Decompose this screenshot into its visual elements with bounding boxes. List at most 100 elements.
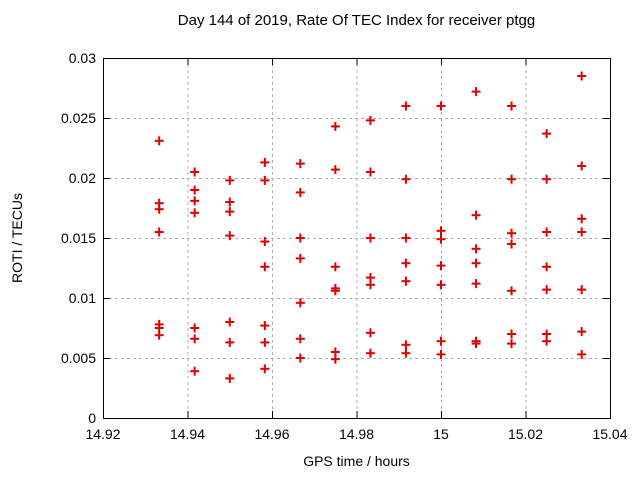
data-point-marker <box>471 258 481 268</box>
data-point-marker <box>471 244 481 254</box>
data-point-marker <box>436 280 446 290</box>
data-point-marker <box>295 233 305 243</box>
data-point-marker <box>577 227 587 237</box>
data-point-marker <box>436 336 446 346</box>
data-point-marker <box>295 159 305 169</box>
data-point-marker <box>507 228 517 238</box>
data-point-marker <box>577 327 587 337</box>
data-point-marker <box>190 323 200 333</box>
data-point-marker <box>471 279 481 289</box>
data-point-marker <box>365 167 375 177</box>
data-point-marker <box>436 226 446 236</box>
data-point-marker <box>471 87 481 97</box>
y-tick-label: 0.005 <box>60 350 96 366</box>
x-tick-label: 14.98 <box>338 426 375 442</box>
data-point-marker <box>190 185 200 195</box>
data-point-marker <box>330 165 340 175</box>
data-point-marker <box>260 157 270 167</box>
data-point-marker <box>225 175 235 185</box>
data-point-marker <box>330 121 340 131</box>
data-point-marker <box>154 227 164 237</box>
data-point-marker <box>365 328 375 338</box>
data-point-marker <box>401 174 411 184</box>
data-point-marker <box>577 285 587 295</box>
data-point-marker <box>507 101 517 111</box>
data-point-marker <box>295 334 305 344</box>
data-point-marker <box>365 233 375 243</box>
data-point-marker <box>365 280 375 290</box>
data-point-marker <box>401 276 411 286</box>
data-point-marker <box>225 317 235 327</box>
x-tick-label: 15.02 <box>507 426 544 442</box>
data-point-marker <box>471 210 481 220</box>
data-point-marker <box>365 115 375 125</box>
data-point-marker <box>577 161 587 171</box>
x-tick-label: 14.92 <box>85 426 121 442</box>
data-point-marker <box>260 262 270 272</box>
data-point-marker <box>260 337 270 347</box>
data-point-marker <box>330 262 340 272</box>
x-tick-label: 15.04 <box>592 426 628 442</box>
data-point-marker <box>225 197 235 207</box>
data-point-marker <box>330 354 340 364</box>
data-point-marker <box>471 339 481 349</box>
data-point-marker <box>330 286 340 296</box>
data-point-marker <box>190 334 200 344</box>
data-point-marker <box>542 129 552 139</box>
data-point-marker <box>295 253 305 263</box>
data-point-marker <box>507 329 517 339</box>
data-point-marker <box>401 101 411 111</box>
chart-title: Day 144 of 2019, Rate Of TEC Index for r… <box>177 12 536 29</box>
data-point-marker <box>436 261 446 271</box>
data-point-marker <box>295 187 305 197</box>
data-point-marker <box>154 330 164 340</box>
y-tick-label: 0 <box>88 410 96 426</box>
data-point-marker <box>542 262 552 272</box>
data-point-marker <box>260 175 270 185</box>
data-point-marker <box>507 339 517 349</box>
data-point-marker <box>577 349 587 359</box>
data-point-marker <box>542 227 552 237</box>
data-point-marker <box>436 101 446 111</box>
data-point-marker <box>577 71 587 81</box>
data-point-marker <box>260 321 270 331</box>
y-tick-label: 0.03 <box>68 50 96 66</box>
data-point-marker <box>542 285 552 295</box>
data-point-marker <box>542 336 552 346</box>
data-point-marker <box>365 348 375 358</box>
x-tick-label: 15 <box>433 426 449 442</box>
y-tick-label: 0.025 <box>60 110 96 126</box>
data-point-marker <box>507 174 517 184</box>
y-tick-label: 0.01 <box>68 290 96 306</box>
data-point-marker <box>260 237 270 247</box>
data-point-marker <box>436 234 446 244</box>
data-point-marker <box>260 364 270 374</box>
data-point-marker <box>154 136 164 146</box>
data-point-marker <box>542 174 552 184</box>
data-point-marker <box>401 258 411 268</box>
y-tick-label: 0.02 <box>68 170 96 186</box>
data-point-marker <box>401 340 411 350</box>
data-point-marker <box>401 233 411 243</box>
data-point-marker <box>225 207 235 217</box>
data-point-marker <box>507 239 517 249</box>
x-tick-label: 14.94 <box>169 426 206 442</box>
data-point-marker <box>154 204 164 214</box>
data-point-marker <box>577 214 587 224</box>
x-tick-label: 14.96 <box>254 426 290 442</box>
data-point-marker <box>225 373 235 383</box>
data-point-marker <box>190 196 200 206</box>
data-point-marker <box>295 353 305 363</box>
data-point-marker <box>436 349 446 359</box>
x-axis-title: GPS time / hours <box>303 453 410 469</box>
data-point-marker <box>190 167 200 177</box>
data-point-marker <box>225 231 235 241</box>
data-point-marker <box>401 348 411 358</box>
y-tick-label: 0.015 <box>60 230 96 246</box>
data-point-marker <box>295 298 305 308</box>
data-point-marker <box>507 286 517 296</box>
data-point-marker <box>225 337 235 347</box>
data-point-marker <box>190 366 200 376</box>
